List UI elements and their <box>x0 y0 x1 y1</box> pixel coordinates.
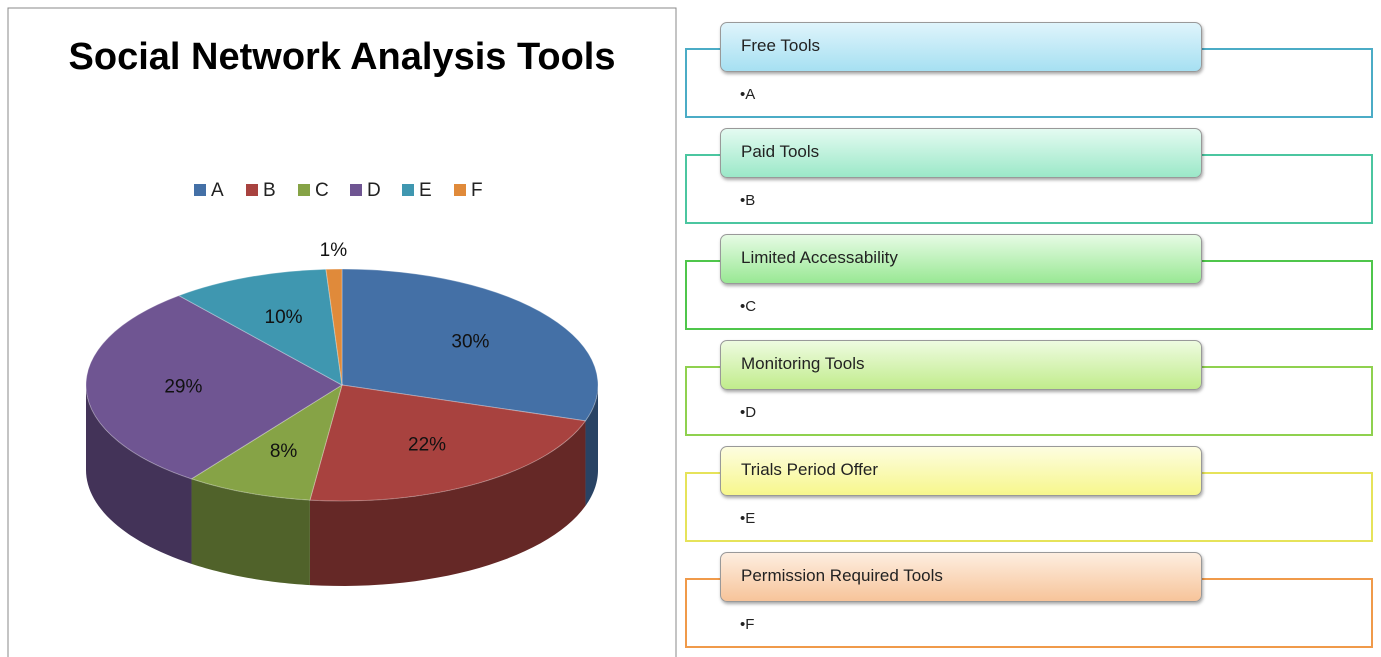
slice-side <box>309 420 586 586</box>
group-item: D <box>740 404 756 421</box>
legend-label: F <box>471 180 483 201</box>
legend-swatch <box>350 184 362 196</box>
data-label: 30% <box>451 332 489 353</box>
group-title: Permission Required Tools <box>720 552 1202 602</box>
legend-swatch <box>454 184 466 196</box>
chart: Social Network Analysis Tools A B C D E F 30% 2… <box>7 7 677 657</box>
data-label: 8% <box>270 441 298 462</box>
slice <box>190 383 343 501</box>
group-item: B <box>740 192 755 209</box>
chart-frame <box>7 7 677 657</box>
legend-swatch <box>298 184 310 196</box>
chart-title: Social Network Analysis Tools <box>68 36 616 78</box>
legend-swatch <box>194 184 206 196</box>
title-box: Social Network Analysis Tools <box>68 36 616 78</box>
data-label: 22% <box>408 435 446 456</box>
group-title: Monitoring Tools <box>720 340 1202 390</box>
slice <box>85 295 343 480</box>
data-label: 29% <box>164 376 202 397</box>
legend-label: B <box>263 180 276 201</box>
group-title: Trials Period Offer <box>720 446 1202 496</box>
legend-label: D <box>367 180 381 201</box>
group-item: C <box>740 298 756 315</box>
group-title: Free Tools <box>720 22 1202 72</box>
legend-label: C <box>315 180 329 201</box>
slice-side <box>585 385 598 506</box>
slice <box>177 268 343 386</box>
slice <box>325 268 343 386</box>
group-item: E <box>740 510 755 527</box>
slice <box>309 384 587 502</box>
slice <box>341 268 599 422</box>
legend-swatch <box>402 184 414 196</box>
group-title: Limited Accessability <box>720 234 1202 284</box>
slice-side <box>86 385 192 564</box>
slice-side <box>191 478 310 586</box>
legend-label: A <box>211 180 224 201</box>
group-item: A <box>740 86 755 103</box>
data-label: 10% <box>265 307 303 328</box>
group-item: F <box>740 616 754 633</box>
data-label: 1% <box>320 240 348 261</box>
group-title: Paid Tools <box>720 128 1202 178</box>
legend-swatch <box>246 184 258 196</box>
legend-label: E <box>419 180 432 201</box>
